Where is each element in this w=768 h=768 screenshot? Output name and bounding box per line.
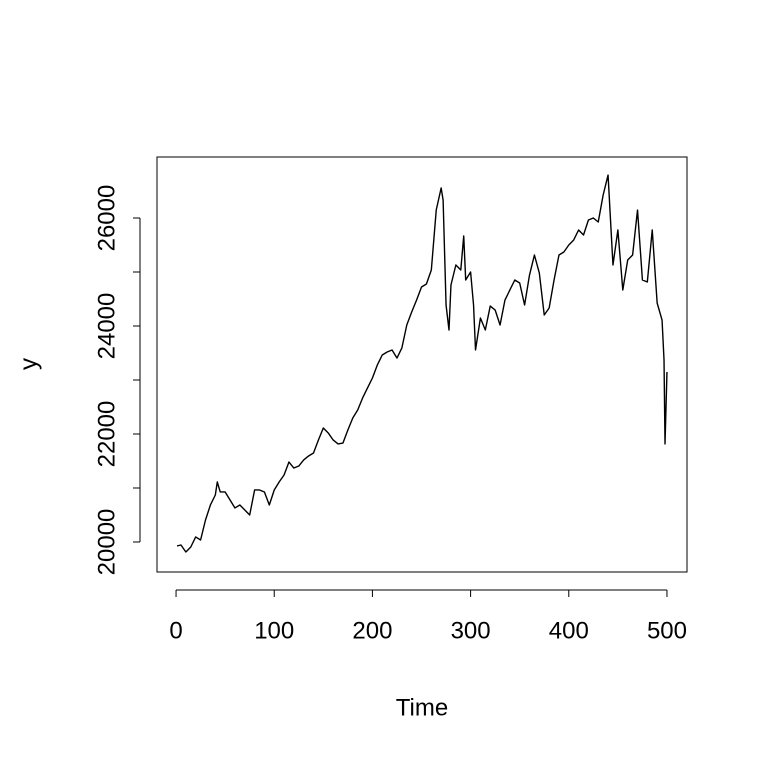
plot-box bbox=[156, 156, 688, 573]
y-tick-label: 24000 bbox=[93, 293, 120, 360]
x-tick-label: 200 bbox=[352, 617, 392, 644]
x-tick-label: 300 bbox=[451, 617, 491, 644]
x-tick-label: 0 bbox=[169, 617, 182, 644]
y-axis-label: y bbox=[15, 358, 42, 370]
x-axis-label: Time bbox=[396, 694, 448, 721]
y-tick-label: 26000 bbox=[93, 185, 120, 252]
y-tick-label: 22000 bbox=[93, 401, 120, 468]
x-tick-label: 100 bbox=[254, 617, 294, 644]
y-tick-label: 20000 bbox=[93, 509, 120, 576]
x-tick-label: 500 bbox=[647, 617, 687, 644]
data-line bbox=[176, 174, 668, 553]
x-tick-label: 400 bbox=[549, 617, 589, 644]
